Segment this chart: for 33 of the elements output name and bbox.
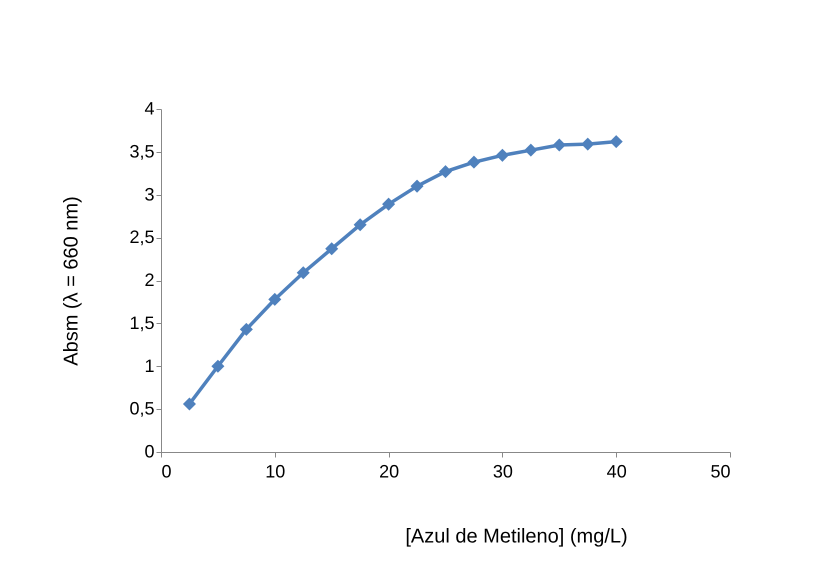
x-tick-label: 20: [379, 462, 400, 482]
point: [410, 180, 424, 193]
y-tick-label: 2,5: [129, 227, 154, 248]
point: [354, 218, 367, 232]
y-tick-label: 3,5: [129, 141, 154, 162]
x-tick-label: 50: [710, 462, 730, 482]
y-tick-label: 0,5: [129, 398, 154, 419]
x-tick-label: 10: [265, 462, 286, 482]
point: [438, 165, 452, 178]
point: [382, 198, 396, 211]
point: [325, 242, 338, 256]
point: [581, 138, 594, 151]
point: [182, 397, 196, 410]
point: [467, 156, 480, 169]
y-tick-label: 0: [144, 442, 154, 462]
y-tick-label: 2: [144, 270, 154, 290]
point: [211, 360, 224, 373]
point: [296, 266, 310, 280]
x-tick-label: 30: [492, 462, 513, 482]
y-tick-label: 1: [144, 356, 154, 376]
y-tick-label: 4: [144, 98, 154, 118]
point: [552, 138, 566, 152]
point: [240, 322, 253, 336]
y-axis-title: Absm (λ = 660 nm): [60, 196, 82, 366]
point: [268, 292, 282, 306]
point: [496, 148, 509, 162]
point: [524, 144, 538, 157]
x-axis-title: [Azul de Metileno] (mg/L): [405, 526, 628, 548]
y-tick-label: 3: [144, 184, 154, 204]
x-tick-label: 40: [606, 462, 627, 482]
x-tick-label: 0: [162, 462, 172, 482]
y-tick-label: 1,5: [129, 312, 154, 333]
point: [610, 135, 623, 148]
